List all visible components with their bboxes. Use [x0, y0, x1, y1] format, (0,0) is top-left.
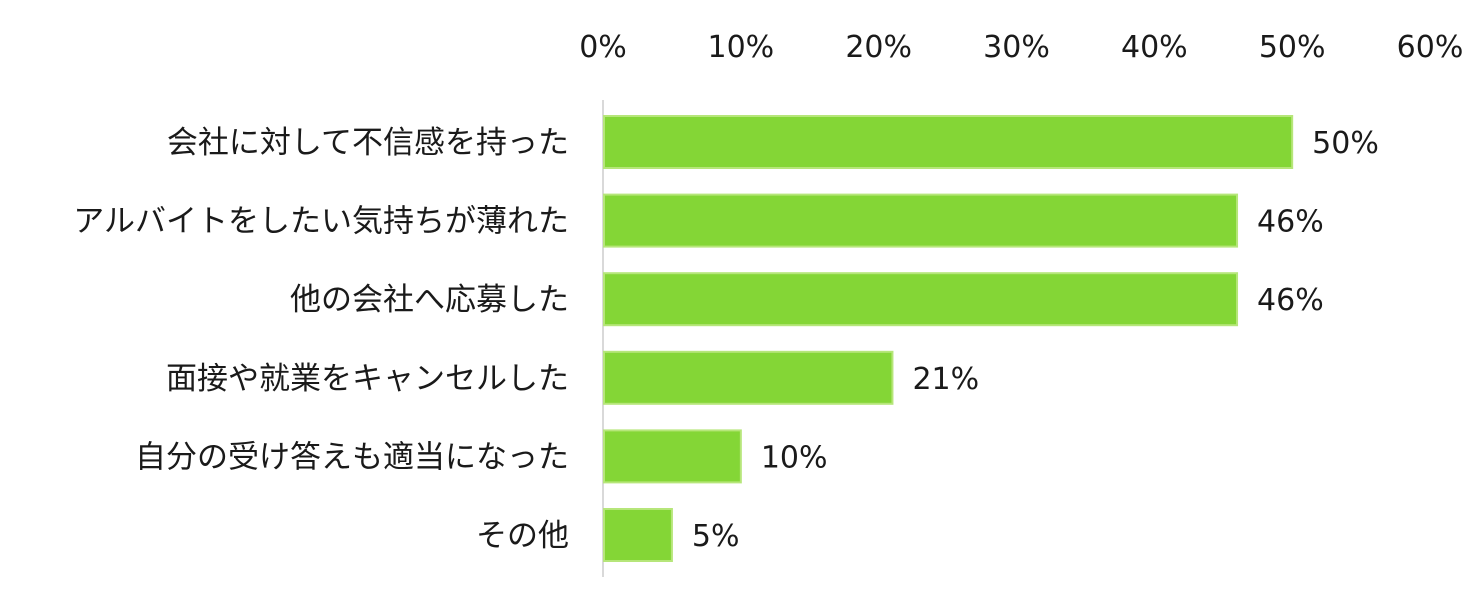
bar: [603, 115, 1294, 169]
x-axis-tick-labels: 0% 10% 20% 30% 40% 50% 60%: [579, 30, 1463, 65]
category-label: 面接や就業をキャンセルした: [166, 361, 569, 397]
bar: [603, 508, 673, 562]
data-label: 21%: [912, 362, 979, 397]
bars: [603, 115, 1294, 562]
category-labels: 会社に対して不信感を持ったアルバイトをしたい気持ちが薄れた他の会社へ応募した面接…: [73, 125, 569, 554]
value-labels: 50% 46% 46% 21% 10% 5%: [692, 126, 1379, 554]
data-label: 46%: [1257, 205, 1324, 240]
bar: [603, 429, 742, 484]
data-label: 10%: [761, 440, 828, 475]
x-tick-label: 40%: [1121, 30, 1188, 65]
x-tick-label: 0%: [579, 30, 627, 65]
x-tick-label: 60%: [1397, 30, 1464, 65]
bar: [603, 193, 1239, 248]
category-label: アルバイトをしたい気持ちが薄れた: [73, 204, 569, 240]
category-label: 会社に対して不信感を持った: [167, 125, 569, 161]
data-label: 5%: [692, 519, 740, 554]
category-label: その他: [476, 518, 569, 554]
x-tick-label: 20%: [845, 30, 912, 65]
x-tick-label: 50%: [1259, 30, 1326, 65]
category-label: 自分の受け答えも適当になった: [135, 439, 569, 475]
x-tick-label: 10%: [707, 30, 774, 65]
bar: [603, 350, 894, 405]
bar: [603, 272, 1239, 327]
x-tick-label: 30%: [983, 30, 1050, 65]
data-label: 46%: [1257, 283, 1324, 318]
data-label: 50%: [1312, 126, 1379, 161]
category-label: 他の会社へ応募した: [290, 282, 569, 318]
